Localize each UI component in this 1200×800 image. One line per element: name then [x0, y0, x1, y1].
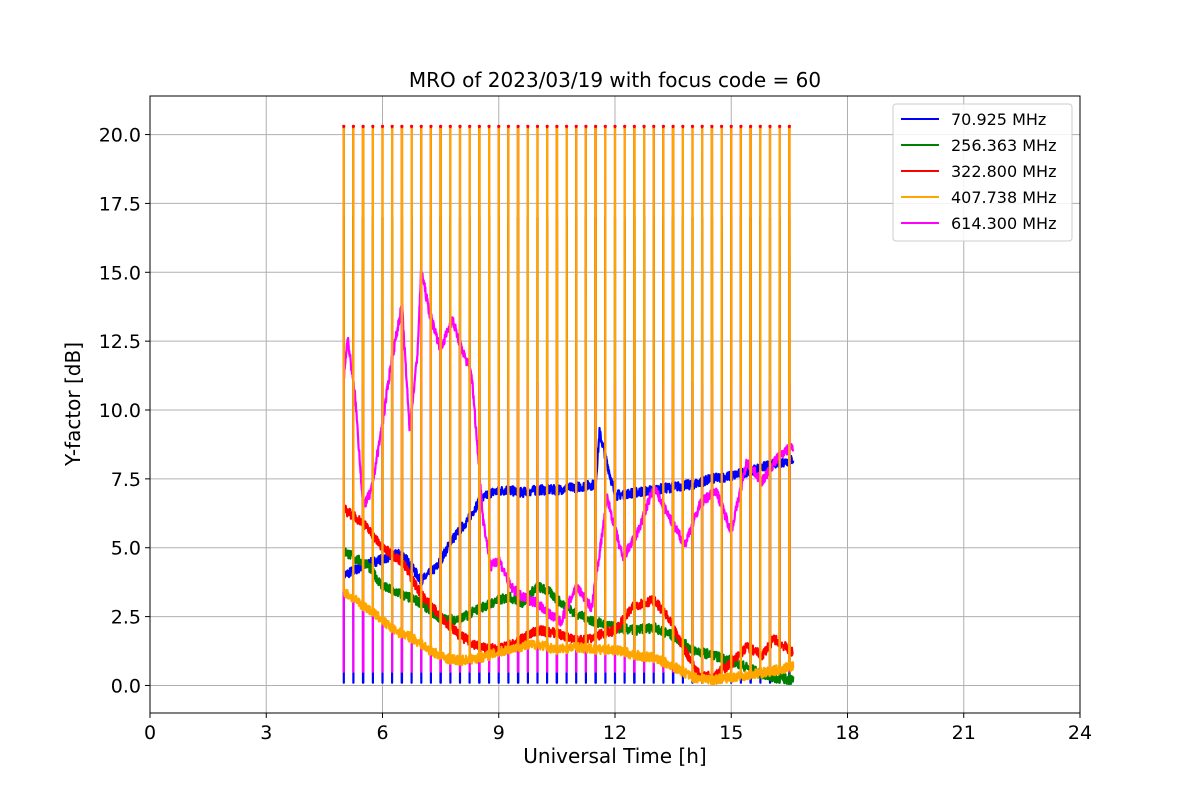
spike-peak-marker: [584, 124, 588, 128]
spike-peak-marker: [719, 124, 724, 128]
legend: 70.925 MHz 256.363 MHz 322.800 MHz 407.738 …: [892, 103, 1073, 242]
spike-peak-marker: [681, 124, 685, 128]
plot-area: [342, 124, 795, 686]
spike-peak-marker: [351, 124, 356, 128]
spike-peak-marker: [361, 124, 365, 128]
series-line: [342, 125, 794, 683]
legend-box: [892, 103, 1073, 242]
spike-peak-marker: [729, 124, 733, 128]
spike-peak-marker: [487, 124, 491, 128]
spike-peak-marker: [768, 124, 772, 128]
spike-peak-marker: [787, 124, 791, 128]
spike-peak-marker: [661, 124, 666, 128]
x-axis-label: Universal Time [h]: [523, 744, 706, 768]
spike-peak-marker: [409, 124, 414, 128]
spike-peak-marker: [448, 124, 452, 128]
spike-peak-marker: [535, 124, 540, 128]
spike-peak-marker: [497, 124, 501, 128]
spike-peak-marker: [516, 124, 520, 128]
spike-peak-marker: [545, 124, 549, 128]
spike-peak-marker: [594, 124, 598, 128]
y-tick-label: 20.0: [99, 125, 141, 147]
spike-peak-marker: [526, 124, 530, 128]
x-tick-label: 9: [493, 722, 505, 744]
spike-peak-marker: [739, 124, 743, 128]
y-tick-label: 2.5: [111, 607, 141, 629]
spike-peak-marker: [758, 124, 762, 128]
spike-peak-marker: [458, 124, 462, 128]
spike-peak-marker: [400, 124, 404, 128]
y-axis: 0.0 2.5 5.0 7.5 10.0 12.5 15.0 17.5 20.0: [99, 125, 150, 697]
x-tick-label: 18: [835, 722, 859, 744]
spike-peak-marker: [468, 124, 472, 128]
spike-peak-marker: [429, 124, 433, 128]
spike-peak-marker: [749, 124, 753, 128]
spike-peak-marker: [632, 124, 636, 128]
spike-peak-marker: [564, 124, 569, 128]
spike-peak-marker: [574, 124, 578, 128]
spike-peak-marker: [380, 124, 385, 128]
y-tick-label: 10.0: [99, 400, 141, 422]
series-line: [342, 128, 795, 686]
chart-title: MRO of 2023/03/19 with focus code = 60: [409, 68, 821, 92]
y-tick-label: 12.5: [99, 331, 141, 353]
legend-label: 256.363 MHz: [951, 136, 1056, 155]
x-tick-label: 12: [603, 722, 627, 744]
spike-peak-marker: [652, 124, 656, 128]
spike-peak-marker: [623, 124, 627, 128]
spike-peak-marker: [555, 124, 559, 128]
spike-peak-marker: [506, 124, 511, 128]
y-tick-label: 7.5: [111, 469, 141, 491]
spike-peak-marker: [700, 124, 704, 128]
y-tick-label: 15.0: [99, 262, 141, 284]
spike-peak-marker: [342, 124, 346, 128]
legend-label: 70.925 MHz: [951, 110, 1046, 129]
x-tick-label: 3: [260, 722, 272, 744]
legend-label: 322.800 MHz: [951, 162, 1056, 181]
series-line: [342, 426, 795, 684]
spike-peak-marker: [390, 124, 394, 128]
y-tick-label: 17.5: [99, 193, 141, 215]
legend-label: 614.300 MHz: [951, 214, 1056, 233]
spike-peak-marker: [778, 124, 782, 128]
x-tick-label: 6: [376, 722, 388, 744]
x-tick-label: 24: [1068, 722, 1092, 744]
spike-peak-marker: [477, 124, 481, 128]
spike-peak-marker: [710, 124, 714, 128]
x-axis: 0 3 6 9 12 15 18 21 24: [144, 713, 1092, 744]
spike-peak-marker: [613, 124, 617, 128]
y-tick-label: 5.0: [111, 538, 141, 560]
spike-peak-marker: [419, 124, 423, 128]
spike-peak-marker: [642, 124, 646, 128]
spike-peak-marker: [690, 124, 695, 128]
spike-peak-marker: [671, 124, 675, 128]
x-tick-label: 15: [719, 722, 743, 744]
legend-label: 407.738 MHz: [951, 188, 1056, 207]
spike-peak-marker: [603, 124, 607, 128]
series-line: [342, 265, 795, 673]
y-tick-label: 0.0: [111, 675, 141, 697]
x-tick-label: 0: [144, 722, 156, 744]
y-axis-label: Y-factor [dB]: [61, 342, 85, 467]
spike-peak-marker: [371, 124, 375, 128]
spike-peak-marker: [439, 124, 443, 128]
x-tick-label: 21: [952, 722, 976, 744]
